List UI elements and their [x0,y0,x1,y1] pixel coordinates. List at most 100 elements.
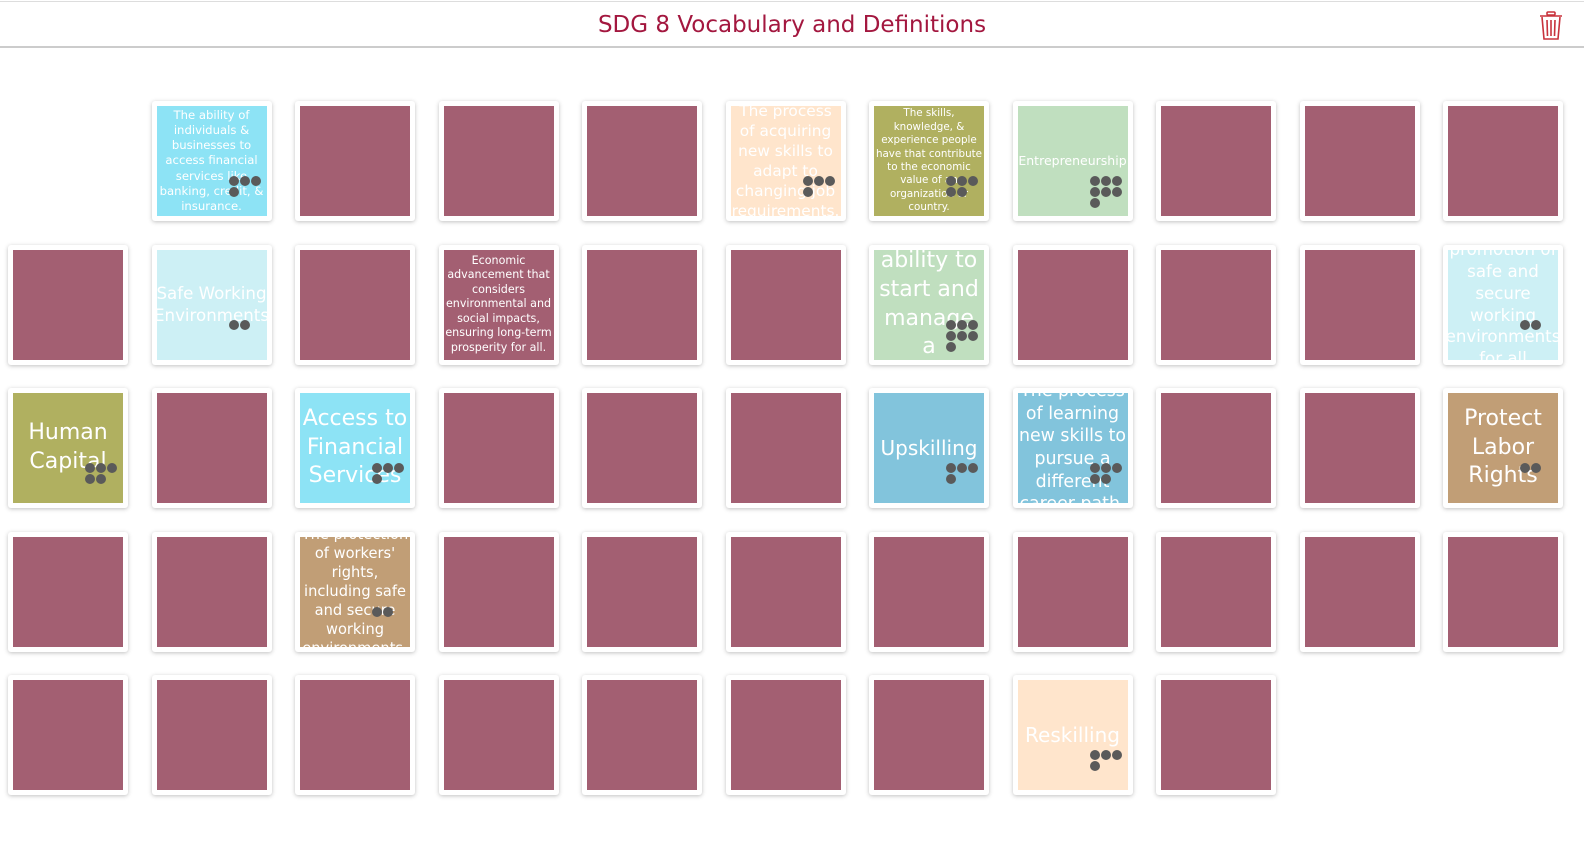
symbol-dot [957,176,967,186]
card[interactable] [1299,244,1420,365]
card-face [156,393,267,503]
card-face [587,536,697,647]
card-face [730,680,841,790]
card[interactable] [1012,531,1133,652]
card-face: The skills, knowledge, & experience peop… [874,106,984,216]
card[interactable]: Access to Financial Services [295,388,415,508]
card[interactable] [1156,388,1276,508]
card[interactable]: Safe Working Environments [151,244,272,365]
card-face: The ability to start and manage a busine… [874,249,984,360]
card-face [587,680,697,790]
card[interactable]: Economic advancement that considers envi… [438,244,559,365]
card[interactable] [725,531,846,652]
card[interactable] [1299,101,1420,221]
card[interactable] [151,675,272,795]
card-face [730,536,841,647]
card[interactable] [1156,531,1276,652]
symbol-dot [1089,463,1100,473]
card[interactable]: The process of acquiring new skills to a… [725,101,846,221]
card[interactable]: Human Capital [8,388,128,508]
card[interactable]: The protection of workers' rights, inclu… [295,531,415,652]
card[interactable] [582,675,702,795]
card[interactable]: Entrepreneurship [1012,101,1133,221]
symbol-dot [802,187,813,197]
symbol-dot [1089,187,1100,197]
card[interactable] [1156,244,1276,365]
symbol-dot [1100,187,1111,197]
card-face [156,536,267,647]
symbol-dot [96,463,106,473]
card[interactable] [1156,675,1276,795]
symbol-dot [946,176,956,186]
symbol-dot [1089,750,1100,760]
card[interactable] [1156,101,1276,221]
card[interactable]: The ability to start and manage a busine… [869,244,989,365]
card[interactable]: Protect Labor Rights [1443,388,1563,508]
card[interactable] [438,675,559,795]
card[interactable]: The ability of individuals & businesses … [151,101,272,221]
card[interactable] [8,244,128,365]
card-face [1017,536,1128,647]
card[interactable] [1299,531,1420,652]
card[interactable] [438,101,559,221]
card[interactable] [295,101,415,221]
card[interactable] [438,388,559,508]
card[interactable] [1012,244,1133,365]
card-face [587,106,697,216]
card[interactable] [295,675,415,795]
card-face: The process of learning new skills to pu… [1017,393,1128,503]
card[interactable] [295,244,415,365]
card[interactable]: The skills, knowledge, & experience peop… [869,101,989,221]
card[interactable] [725,388,846,508]
card[interactable]: The process of learning new skills to pu… [1012,388,1133,508]
card[interactable]: Upskilling [869,388,989,508]
card-face: The protection of workers' rights, inclu… [300,536,410,647]
symbol-dot [383,463,393,473]
card[interactable] [725,244,846,365]
card-face: The ability of individuals & businesses … [156,106,267,216]
card[interactable] [151,388,272,508]
symbol-dot [946,330,956,341]
card-face [874,536,984,647]
card[interactable] [582,531,702,652]
card-face [1304,106,1415,216]
card[interactable] [582,388,702,508]
card-text: The skills, knowledge, & experience peop… [875,107,983,214]
card[interactable] [869,675,989,795]
card[interactable] [869,531,989,652]
card-face: Protect Labor Rights [1448,393,1558,503]
card-text: The process of learning new skills to pu… [1018,393,1127,503]
symbol-dot [1111,176,1122,186]
symbol-dot [802,176,813,186]
card[interactable]: Reskilling [1012,675,1133,795]
card[interactable] [438,531,559,652]
card[interactable] [1443,531,1563,652]
card[interactable] [8,675,128,795]
card-text: Reskilling [1025,723,1120,747]
card[interactable] [151,531,272,652]
card-face [300,106,410,216]
card[interactable] [582,101,702,221]
page-title: SDG 8 Vocabulary and Definitions [597,12,987,38]
card-face [1304,536,1415,647]
card-text: The ability of individuals & businesses … [159,108,264,213]
card[interactable] [582,244,702,365]
card[interactable]: The promotion of safe and secure working… [1443,244,1563,365]
symbol-dot [968,463,978,473]
card[interactable] [1443,101,1563,221]
trash-button[interactable] [1538,11,1564,41]
card-text: Access to Financial Services [302,406,408,489]
symbol-dot [946,341,956,352]
card[interactable] [1299,388,1420,508]
symbol-dot [1089,761,1100,771]
card[interactable] [8,531,128,652]
symbol-dot [228,176,239,186]
symbol-dot [813,176,824,186]
symbol-dot [1089,198,1100,208]
card[interactable] [725,675,846,795]
symbol-dot [1100,750,1111,760]
card-text: Protect Labor Rights [1464,406,1542,489]
symbol-dot [957,187,967,197]
card-text: The protection of workers' rights, inclu… [302,537,409,647]
